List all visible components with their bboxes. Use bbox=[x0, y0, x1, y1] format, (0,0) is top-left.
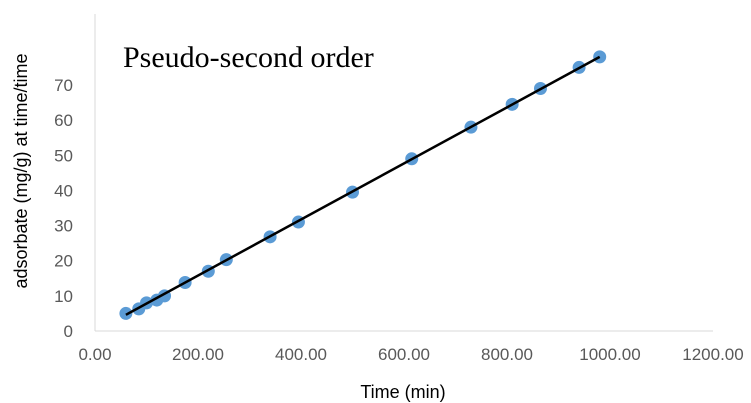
x-tick-labels: 0.00 200.00 400.00 600.00 800.00 1000.00 1200.… bbox=[78, 345, 743, 364]
x-tick-label: 200.00 bbox=[172, 345, 224, 364]
trendline bbox=[125, 55, 601, 316]
y-tick-label: 50 bbox=[54, 146, 73, 165]
x-axis-title: Time (min) bbox=[360, 382, 445, 402]
y-tick-label: 30 bbox=[54, 217, 73, 236]
x-tick-label: 800.00 bbox=[481, 345, 533, 364]
y-tick-label: 60 bbox=[54, 111, 73, 130]
x-tick-label: 1000.00 bbox=[579, 345, 640, 364]
x-tick-label: 600.00 bbox=[378, 345, 430, 364]
chart-title: Pseudo-second order bbox=[123, 41, 374, 74]
x-tick-label: 0.00 bbox=[78, 345, 111, 364]
y-tick-label: 40 bbox=[54, 181, 73, 200]
y-tick-label: 20 bbox=[54, 252, 73, 271]
y-tick-label: 10 bbox=[54, 287, 73, 306]
x-tick-label: 1200.00 bbox=[682, 345, 743, 364]
y-axis-title: adsorbate (mg/g) at time/time bbox=[11, 53, 31, 288]
y-tick-labels: 0 10 20 30 40 50 60 70 bbox=[54, 76, 73, 341]
x-tick-label: 400.00 bbox=[275, 345, 327, 364]
y-tick-label: 70 bbox=[54, 76, 73, 95]
y-tick-label: 0 bbox=[64, 322, 73, 341]
